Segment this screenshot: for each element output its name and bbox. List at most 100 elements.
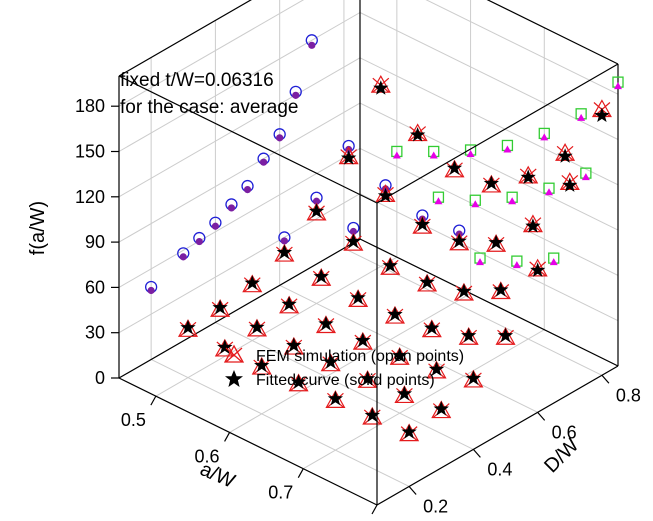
fit-point — [530, 262, 546, 277]
z-tick-label: 0 — [95, 368, 105, 388]
fit-point — [392, 347, 408, 363]
triangle-point — [503, 145, 512, 153]
triangle-point — [466, 149, 475, 157]
fit-point — [373, 80, 389, 95]
z-tick-label: 30 — [85, 323, 105, 343]
grid-line-z — [425, 0, 619, 95]
frame-edge — [118, 238, 361, 379]
y-tick-label: 0.8 — [616, 385, 641, 405]
grid-line-z — [118, 193, 361, 334]
fit-point — [414, 216, 430, 232]
fit-point — [286, 337, 302, 352]
y-tick-label: 0.2 — [423, 496, 448, 516]
triangle-point — [476, 258, 485, 266]
fit-point — [594, 107, 610, 122]
fit-point — [396, 385, 412, 401]
chart-ticks: 0 30 60 90 120 150 180 0.5 0.6 0.7 0.8 0.2 0.4 0.6 0.8 — [75, 96, 641, 521]
frame-edge — [359, 238, 619, 367]
fit-point — [465, 370, 481, 385]
fit-point — [424, 320, 440, 335]
fit-point — [355, 332, 371, 348]
fit-point — [456, 283, 472, 298]
y-tick-label: 0.4 — [487, 459, 512, 479]
annotation-line-2: for the case: average — [120, 97, 299, 118]
z-tick-label: 60 — [85, 277, 105, 297]
fit-point — [281, 296, 297, 311]
fit-point — [382, 257, 398, 273]
z-tick-label: 150 — [75, 142, 105, 162]
fit-point — [446, 160, 463, 175]
grid-line-y — [215, 321, 474, 450]
grid-line-z — [118, 0, 305, 107]
y-tick-mark — [537, 411, 546, 421]
grid-line-z — [118, 57, 361, 198]
fit-point — [249, 319, 265, 334]
fit-point — [401, 424, 417, 439]
z-tick-label: 120 — [75, 187, 105, 207]
triangle-point — [434, 197, 443, 205]
chart-frame-back — [118, 0, 619, 379]
fit-point — [313, 268, 329, 284]
y-tick-label: 0.6 — [552, 422, 577, 442]
dot-point — [243, 185, 252, 194]
legend-marker-fem — [223, 344, 245, 363]
fit-point — [364, 407, 380, 422]
dot-point — [308, 41, 316, 49]
z-axis-label: f(a/W) — [27, 201, 49, 255]
fit-point — [323, 354, 339, 369]
grid-line-z — [359, 193, 619, 322]
x-tick-label: 0.8 — [342, 519, 367, 521]
x-tick-mark — [371, 504, 378, 515]
grid-line-y — [150, 359, 410, 487]
x-tick-label: 0.6 — [195, 446, 220, 466]
dot-point — [276, 134, 284, 142]
z-tick-label: 180 — [75, 96, 105, 116]
fit-point — [377, 187, 394, 203]
fit-point — [276, 244, 292, 259]
fit-point — [291, 374, 307, 389]
triangle-point — [549, 258, 558, 266]
fit-point — [410, 127, 426, 142]
y-tick-mark — [408, 486, 417, 495]
legend-marker-fit — [225, 370, 243, 387]
fit-point — [345, 233, 361, 249]
y-tick-mark — [601, 374, 610, 384]
grid-line-z — [359, 102, 619, 231]
chart-points — [144, 34, 624, 442]
fit-point — [562, 177, 578, 192]
triangle-point — [545, 188, 554, 196]
x-tick-label: 0.7 — [268, 483, 293, 503]
fit-point — [244, 275, 260, 290]
frame-edge — [118, 75, 378, 204]
grid-line-x — [303, 329, 545, 470]
dot-point — [195, 237, 203, 246]
dot-point — [179, 253, 187, 261]
fit-point — [497, 327, 514, 343]
fit-point — [212, 299, 228, 315]
fit-point — [488, 234, 504, 250]
dot-point — [227, 204, 236, 212]
triangle-point — [508, 197, 517, 205]
frame-edge — [118, 377, 378, 506]
fit-point — [461, 327, 477, 343]
x-tick-label: 0.5 — [121, 410, 146, 430]
fit-point — [308, 203, 325, 218]
fit-point — [520, 169, 536, 184]
annotation-line-1: fixed t/W=0.06316 — [120, 70, 274, 91]
dot-point — [349, 227, 357, 236]
y-tick-mark — [472, 449, 481, 458]
fit-point — [341, 150, 357, 165]
dot-point — [312, 197, 321, 205]
grid-line-z — [118, 102, 361, 243]
frame-edge — [118, 0, 252, 77]
fit-point — [387, 306, 403, 321]
dot-point — [147, 286, 155, 295]
triangle-point — [392, 151, 401, 159]
frame-edge — [376, 365, 619, 506]
triangle-point — [577, 113, 586, 121]
grid-line-y — [279, 284, 538, 413]
fit-point — [254, 357, 270, 372]
grid-line-x — [229, 292, 471, 433]
triangle-point — [540, 133, 549, 141]
